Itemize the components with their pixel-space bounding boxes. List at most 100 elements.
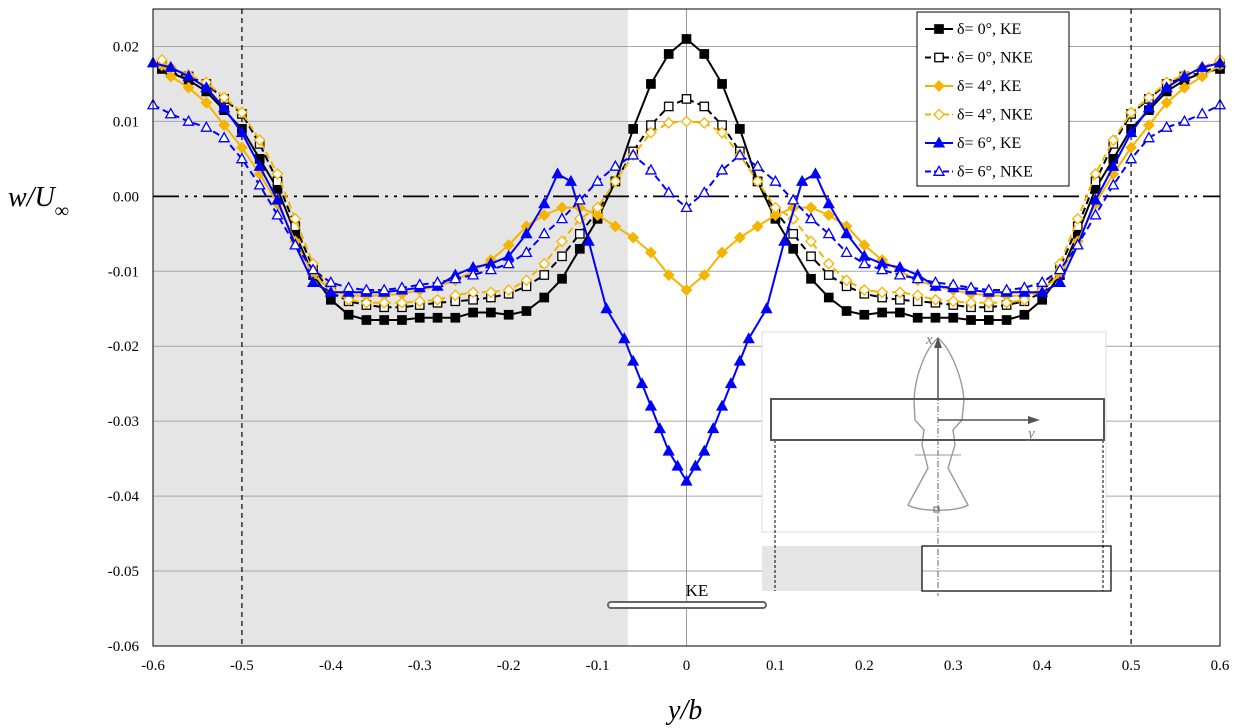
y-axis-title: w/U∞	[8, 182, 69, 222]
data-point	[218, 131, 231, 143]
data-point	[1142, 119, 1155, 132]
data-point	[966, 315, 976, 325]
inset-ke-marker	[933, 506, 940, 513]
data-point	[582, 234, 595, 246]
data-point	[618, 332, 631, 344]
data-point	[1196, 70, 1209, 83]
data-point	[591, 201, 604, 214]
legend-label: δ= 0°, KE	[957, 21, 1021, 38]
data-point	[484, 263, 497, 275]
data-point	[751, 159, 764, 171]
data-point	[982, 296, 995, 309]
data-point	[929, 293, 942, 306]
data-point	[342, 281, 355, 293]
data-point	[1001, 315, 1012, 325]
data-point	[521, 306, 532, 316]
legend: δ= 0°, KE δ= 0°, NKE δ= 4°, KE δ= 4°, NKE δ=…	[916, 11, 1070, 187]
data-point	[1018, 281, 1031, 293]
data-point	[698, 186, 711, 198]
data-point	[182, 69, 195, 81]
data-point	[306, 263, 320, 275]
data-point	[235, 126, 249, 138]
legend-label: δ= 4°, KE	[957, 78, 1021, 95]
data-point	[200, 81, 213, 93]
data-point	[742, 332, 755, 344]
data-point	[520, 274, 533, 287]
legend-marker	[934, 24, 944, 34]
data-point	[778, 234, 791, 246]
data-point	[253, 178, 266, 190]
data-point	[1124, 126, 1138, 138]
x-tick-label: 0.6	[1211, 658, 1230, 674]
data-point	[965, 296, 977, 309]
data-point	[644, 163, 658, 175]
inset-shaded-bar	[762, 546, 922, 591]
x-tick-label: -0.4	[319, 658, 343, 674]
data-point	[929, 275, 942, 287]
inset-y-label: y	[1026, 426, 1035, 442]
data-point	[804, 212, 818, 224]
data-point	[840, 274, 853, 287]
data-point	[698, 116, 711, 129]
x-tick-label: 0.5	[1122, 658, 1141, 674]
data-point	[948, 312, 959, 323]
inset-y-arrowhead	[1028, 416, 1040, 424]
data-point	[466, 268, 480, 280]
data-point	[182, 114, 195, 126]
data-point	[306, 275, 320, 287]
data-point	[218, 101, 231, 113]
x-tick-label: 0.4	[1033, 658, 1052, 674]
data-point	[1000, 296, 1013, 309]
data-point	[557, 273, 567, 284]
data-point	[680, 115, 693, 128]
data-point	[432, 312, 443, 323]
data-point	[627, 231, 640, 244]
data-point	[503, 309, 514, 320]
data-point	[468, 307, 478, 318]
data-point	[1178, 81, 1191, 94]
data-point	[1196, 60, 1209, 72]
data-point	[964, 281, 978, 293]
data-point	[751, 175, 764, 188]
data-point	[653, 422, 666, 434]
inset-wing-box	[921, 545, 1112, 592]
data-point	[1053, 275, 1067, 287]
data-point	[716, 246, 728, 259]
data-point	[769, 201, 782, 214]
data-point	[809, 167, 822, 179]
data-point	[1000, 283, 1013, 295]
y-tick-labels: 0.02 0.01 0.00 -0.01 -0.02 -0.03 -0.04 -0.05 -0.…	[108, 39, 140, 655]
y-tick-label: 0.02	[113, 39, 139, 55]
data-point	[164, 60, 177, 72]
data-point	[787, 193, 800, 205]
data-point	[788, 228, 799, 239]
data-point	[342, 293, 355, 306]
data-point	[271, 208, 284, 220]
data-point	[574, 243, 585, 254]
y-tick-label: -0.01	[108, 264, 139, 280]
data-point	[378, 283, 391, 295]
data-point	[877, 307, 887, 318]
reference-lines	[153, 9, 1220, 646]
data-point	[271, 193, 284, 205]
data-point	[681, 34, 692, 44]
data-point	[574, 228, 585, 239]
data-point	[1124, 152, 1138, 164]
inset-frame	[761, 331, 1107, 533]
data-point	[760, 302, 773, 314]
data-point	[1036, 285, 1049, 297]
data-point	[895, 307, 905, 318]
data-point	[841, 306, 852, 316]
data-point	[947, 295, 960, 308]
data-point	[235, 152, 249, 164]
data-point	[699, 49, 710, 59]
data-point	[893, 286, 906, 299]
data-point	[733, 148, 746, 160]
data-point	[361, 315, 372, 325]
data-point	[520, 246, 533, 258]
legend-label: δ= 0°, NKE	[957, 50, 1033, 67]
data-point	[858, 284, 871, 296]
legend-marker	[932, 164, 946, 176]
legend-label: δ= 6°, NKE	[957, 164, 1033, 181]
data-point	[983, 315, 994, 325]
